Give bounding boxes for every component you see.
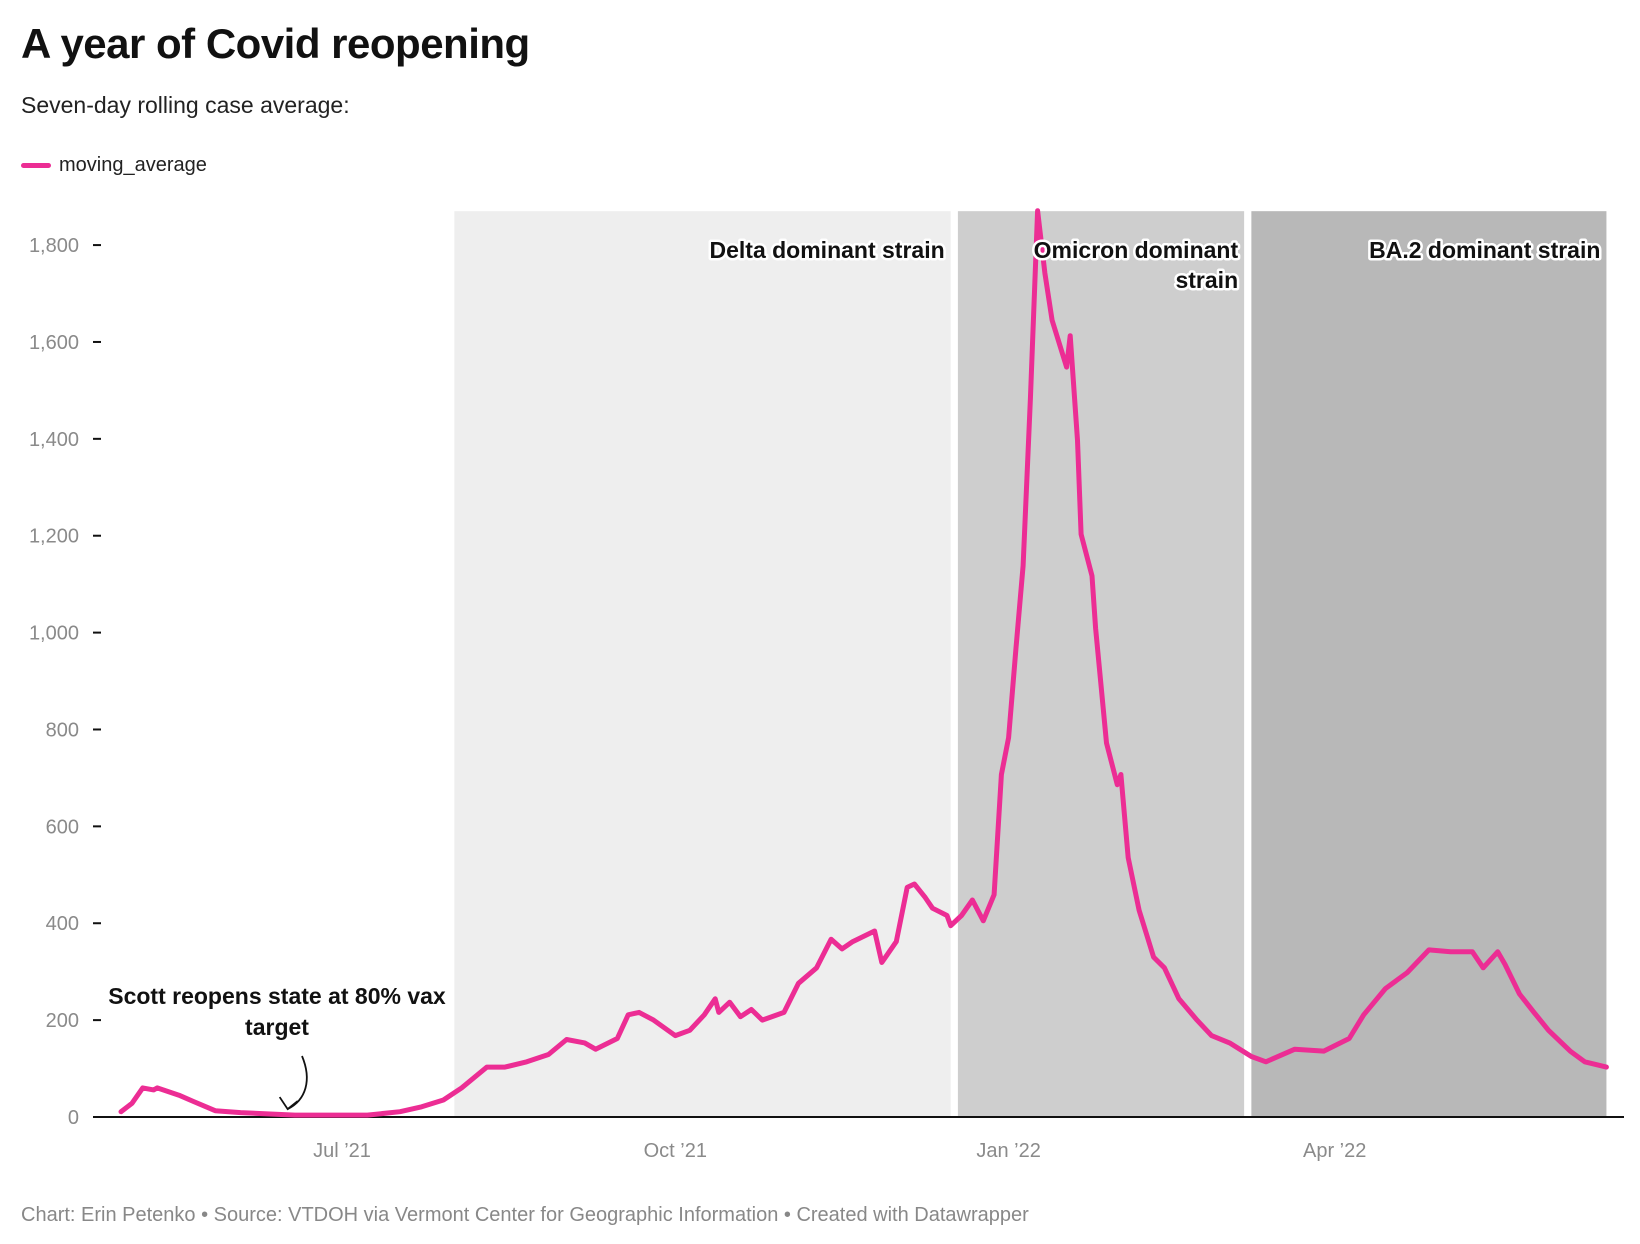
chart-footer: Chart: Erin Petenko • Source: VTDOH via …: [21, 1204, 1029, 1226]
y-tick-label: 800: [46, 719, 79, 741]
annotation-label-line: target: [245, 1014, 309, 1040]
y-axis: 0 200 400 600 800 1,000 1,200 1,400 1,600 1,800: [29, 235, 101, 1129]
band-label-line: Delta dominant strain: [710, 237, 945, 263]
band-label-line: Omicron dominant: [1034, 237, 1239, 263]
annotation-label: Scott reopens state at 80% vax target: [108, 983, 446, 1040]
y-tick-label: 1,600: [29, 332, 79, 354]
x-tick-label: Jul ’21: [313, 1140, 371, 1162]
band-label: Omicron dominant strain: [1034, 237, 1239, 293]
y-tick-label: 1,400: [29, 429, 79, 451]
legend: moving_average: [21, 154, 207, 177]
chart-title: A year of Covid reopening: [21, 20, 530, 67]
band-label-line: strain: [1175, 267, 1238, 293]
legend-label: moving_average: [59, 154, 207, 176]
annotation-label-line: Scott reopens state at 80% vax: [108, 983, 446, 1009]
strain-band: [1251, 211, 1607, 1117]
band-label: BA.2 dominant strain: [1369, 237, 1600, 263]
x-tick-label: Jan ’22: [976, 1140, 1041, 1162]
x-tick-label: Apr ’22: [1303, 1140, 1366, 1162]
y-tick-label: 600: [46, 816, 79, 838]
y-tick-label: 200: [46, 1010, 79, 1032]
band-label-line: BA.2 dominant strain: [1369, 237, 1600, 263]
arrowhead-icon: [278, 1096, 299, 1111]
y-tick-label: 0: [68, 1107, 79, 1129]
y-tick-label: 1,000: [29, 623, 79, 645]
y-tick-label: 1,800: [29, 235, 79, 257]
y-tick-label: 1,200: [29, 526, 79, 548]
strain-band: [454, 211, 951, 1117]
series-line-moving-average: [118, 208, 1609, 1118]
legend-swatch: [21, 163, 51, 168]
band-label: Delta dominant strain: [710, 237, 945, 263]
chart-subtitle: Seven-day rolling case average:: [21, 92, 350, 118]
annotations: Delta dominant strain Omicron dominant str…: [106, 235, 1603, 1111]
x-axis: Jul ’21 Oct ’21 Jan ’22 Apr ’22: [93, 1116, 1624, 1162]
x-tick-label: Oct ’21: [644, 1140, 707, 1162]
y-tick-label: 400: [46, 913, 79, 935]
